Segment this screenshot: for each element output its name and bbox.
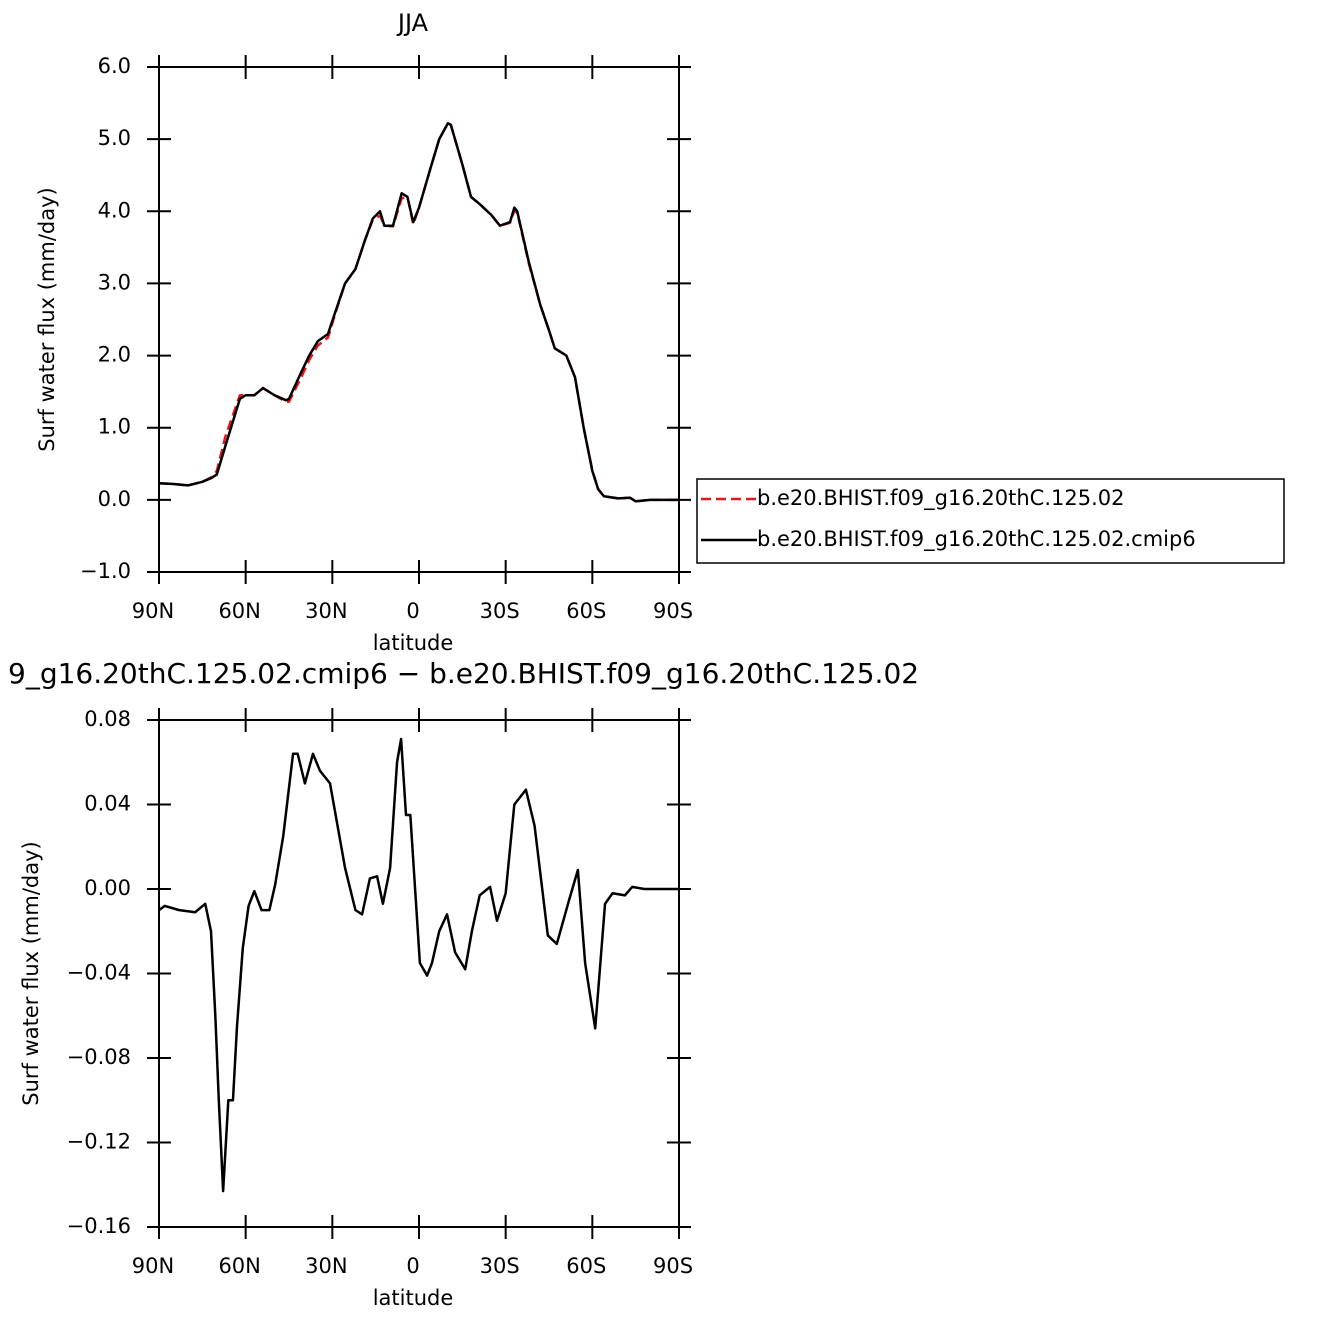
x-tick-label: 0 [406,1254,419,1278]
series-line [158,737,679,1193]
y-tick-label: −0.12 [67,1130,131,1154]
x-tick-label: 30S [480,1254,520,1278]
series-line [158,122,679,503]
y-tick-label: 2.0 [98,343,131,367]
y-tick-label: 4.0 [98,198,131,222]
y-tick-label: 0.00 [84,876,131,900]
y-tick-label: 3.0 [98,270,131,294]
x-tick-label: 90N [132,599,174,623]
x-axis-label: latitude [373,1286,454,1310]
legend-box [696,478,1285,564]
x-tick-label: 60S [566,1254,606,1278]
x-tick-label: 60N [218,599,260,623]
x-axis-label: latitude [373,631,454,655]
y-tick-label: 1.0 [98,415,131,439]
chart-title: 9_g16.20thC.125.02.cmip6 − b.e20.BHIST.f… [8,657,919,690]
y-tick-label: −0.04 [67,961,131,985]
plot-frame [158,66,680,573]
x-tick-label: 60N [218,1254,260,1278]
x-tick-label: 60S [566,599,606,623]
y-tick-label: 6.0 [98,54,131,78]
x-tick-label: 0 [406,599,419,623]
x-tick-label: 30S [480,599,520,623]
y-axis-label: Surf water flux (mm/day) [19,841,43,1106]
legend-label: b.e20.BHIST.f09_g16.20thC.125.02 [757,486,1124,511]
x-tick-label: 90N [132,1254,174,1278]
x-tick-label: 90S [653,1254,693,1278]
y-tick-label: −1.0 [80,559,131,583]
x-tick-label: 90S [653,599,693,623]
y-axis-label: Surf water flux (mm/day) [35,187,59,452]
y-tick-label: 0.08 [84,707,131,731]
x-tick-label: 30N [305,1254,347,1278]
legend-label: b.e20.BHIST.f09_g16.20thC.125.02.cmip6 [757,527,1196,552]
plot-frame [158,719,680,1228]
y-tick-label: −0.08 [67,1045,131,1069]
chart-title: JJA [396,9,429,37]
x-tick-label: 30N [305,599,347,623]
y-tick-label: −0.16 [67,1214,131,1238]
y-tick-label: 0.04 [84,792,131,816]
y-tick-label: 0.0 [98,487,131,511]
y-tick-label: 5.0 [98,126,131,150]
